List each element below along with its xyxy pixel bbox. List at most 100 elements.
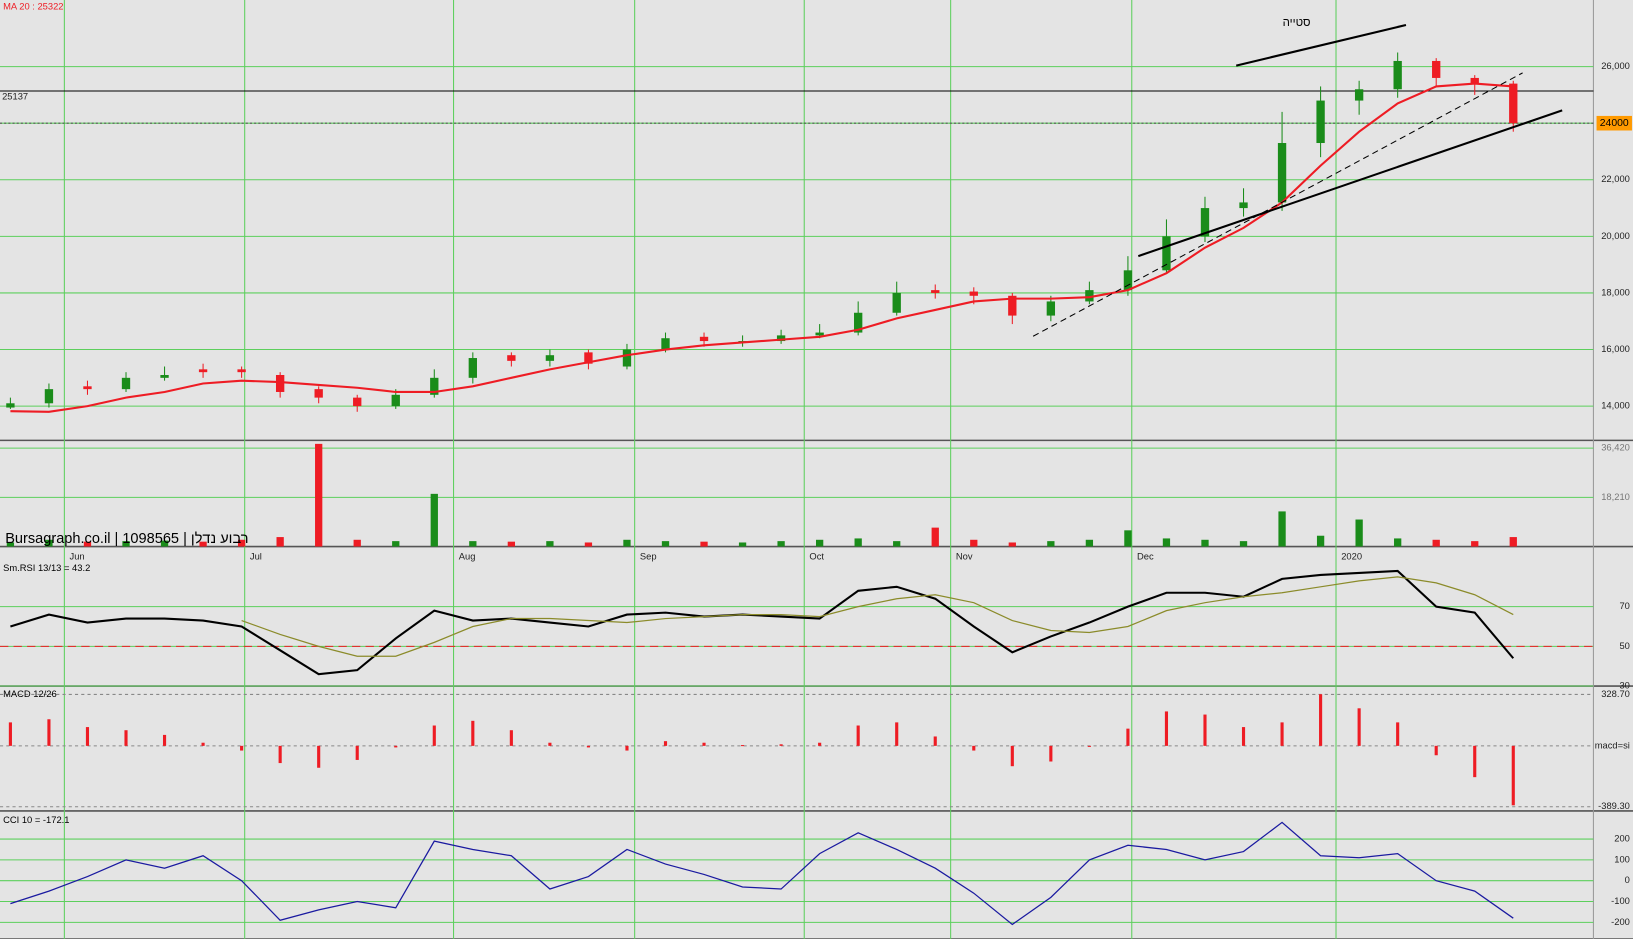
volume-bar bbox=[160, 540, 169, 547]
y-tick-label: 200 bbox=[1614, 834, 1630, 844]
macd-bar bbox=[586, 745, 590, 748]
volume-bar bbox=[1278, 511, 1286, 547]
volume-bar bbox=[546, 541, 554, 547]
watermark: Bursagraph.co.il | 1098565 | רבוע נדלן bbox=[5, 530, 248, 547]
y-tick-label: 0 bbox=[1625, 875, 1630, 885]
candle-body bbox=[1085, 290, 1094, 302]
candle-body bbox=[237, 369, 246, 373]
candle-body bbox=[1162, 236, 1171, 271]
macd-bar bbox=[278, 745, 282, 764]
candle-body bbox=[83, 386, 92, 390]
macd-bar bbox=[779, 744, 783, 746]
macd-bar bbox=[1126, 728, 1130, 746]
candle-body bbox=[198, 369, 208, 373]
x-tick-label: Aug bbox=[459, 551, 476, 561]
y-tick-label: 36,420 bbox=[1601, 443, 1630, 453]
trend-line bbox=[1032, 72, 1523, 337]
y-tick-label: 70 bbox=[1619, 601, 1629, 611]
candle-body bbox=[1277, 143, 1287, 203]
candle-body bbox=[468, 358, 477, 378]
volume-bar bbox=[931, 527, 939, 547]
y-tick-label: -200 bbox=[1611, 917, 1630, 927]
volume-bar bbox=[199, 541, 207, 547]
series-line bbox=[10, 569, 1515, 676]
macd-bar bbox=[663, 741, 668, 746]
x-tick-label: Jul bbox=[250, 551, 262, 561]
ma-line bbox=[10, 82, 1514, 413]
macd-bar bbox=[1203, 714, 1207, 746]
volume-bar bbox=[83, 541, 92, 547]
macd-bar bbox=[471, 720, 475, 746]
volume-bar bbox=[45, 539, 53, 547]
x-tick-label: Dec bbox=[1137, 551, 1154, 561]
candle-body bbox=[854, 312, 863, 333]
macd-bar bbox=[1280, 722, 1284, 746]
volume-bar bbox=[661, 541, 670, 547]
trend-line bbox=[1137, 109, 1563, 258]
volume-bar bbox=[854, 538, 862, 547]
candle-body bbox=[1123, 270, 1133, 291]
panel-title: Sm.RSI 13/13 = 43.2 bbox=[3, 563, 90, 573]
candle-body bbox=[584, 352, 593, 364]
y-tick-label: -389.30 bbox=[1598, 801, 1630, 811]
y-tick-label: 14,000 bbox=[1601, 401, 1630, 411]
volume-bar bbox=[1239, 541, 1248, 547]
macd-bar bbox=[972, 745, 976, 751]
candle-body bbox=[545, 355, 555, 361]
candle-body bbox=[391, 394, 400, 407]
y-tick-label: 100 bbox=[1614, 854, 1630, 864]
volume-bar bbox=[1316, 535, 1325, 547]
last-price-label: 24000 bbox=[1600, 118, 1629, 129]
macd-bar bbox=[8, 722, 12, 746]
x-tick-label: Oct bbox=[809, 551, 824, 561]
y-tick-label: -100 bbox=[1611, 896, 1630, 906]
candle-body bbox=[121, 377, 131, 390]
volume-bar bbox=[430, 493, 438, 547]
candle-body bbox=[1354, 89, 1364, 101]
candle-body bbox=[1239, 202, 1248, 209]
y-tick-label: 18,210 bbox=[1601, 492, 1630, 502]
candle-body bbox=[275, 374, 285, 392]
volume-bar bbox=[893, 541, 901, 547]
panel-title: CCI 10 = -172.1 bbox=[3, 815, 69, 825]
series-line bbox=[10, 821, 1514, 926]
volume-bar bbox=[392, 541, 400, 547]
macd-bar bbox=[1049, 745, 1053, 762]
candle-body bbox=[44, 389, 54, 404]
x-tick-label: Sep bbox=[640, 551, 657, 561]
macd-bar bbox=[933, 736, 937, 746]
volume-bar bbox=[623, 539, 631, 547]
y-tick-label: 50 bbox=[1619, 641, 1629, 651]
volume-bar bbox=[122, 541, 130, 547]
y-tick-label: 16,000 bbox=[1601, 344, 1630, 354]
macd-bar bbox=[1319, 694, 1323, 746]
volume-bar bbox=[1394, 538, 1402, 547]
volume-bar bbox=[507, 541, 516, 547]
volume-bar bbox=[1162, 538, 1171, 547]
volume-bar bbox=[777, 541, 785, 547]
last-price-box bbox=[1596, 115, 1632, 131]
volume-bar bbox=[1085, 539, 1094, 547]
y-tick-label: 20,000 bbox=[1601, 231, 1630, 241]
macd-bar bbox=[895, 722, 899, 746]
candle-body bbox=[699, 336, 709, 342]
candle-body bbox=[314, 389, 323, 398]
macd-bar bbox=[1473, 745, 1477, 778]
candle-body bbox=[776, 335, 786, 342]
volume-bar bbox=[970, 539, 978, 547]
volume-bar bbox=[1471, 541, 1479, 547]
x-tick-label: 2020 bbox=[1341, 551, 1362, 561]
volume-bar bbox=[1047, 541, 1055, 547]
trend-line bbox=[1235, 23, 1407, 67]
volume-bar bbox=[353, 539, 361, 547]
candle-body bbox=[6, 403, 15, 408]
volume-bar bbox=[738, 542, 747, 547]
macd-bar bbox=[509, 730, 513, 746]
resistance-label: 25137 bbox=[2, 92, 28, 102]
macd-bar bbox=[124, 730, 128, 746]
volume-bar bbox=[1124, 530, 1132, 547]
macd-bar bbox=[1087, 745, 1091, 747]
x-tick-label: Jun bbox=[70, 551, 85, 561]
macd-bar bbox=[394, 745, 398, 748]
